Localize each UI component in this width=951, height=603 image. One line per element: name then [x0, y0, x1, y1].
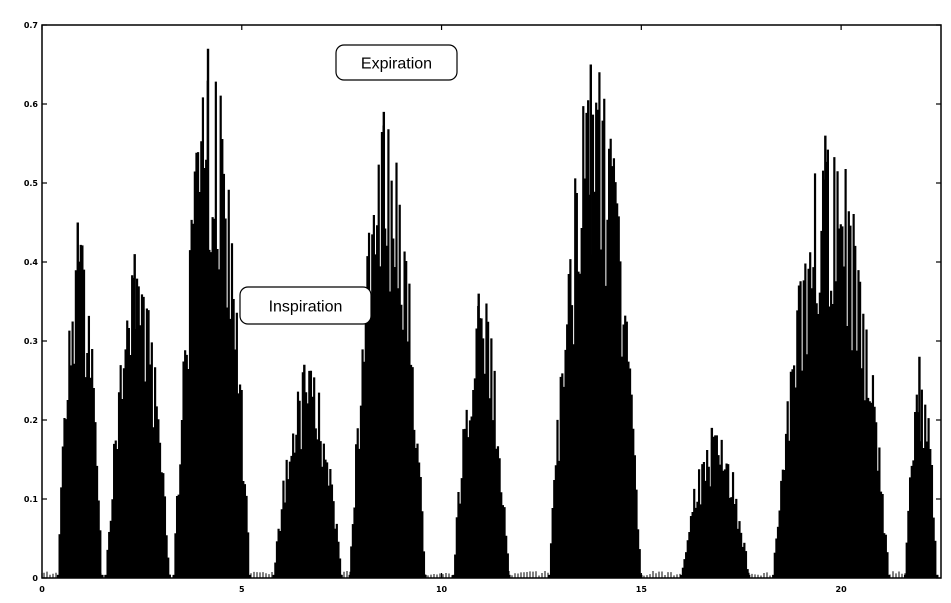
burst-8: [680, 427, 751, 578]
y-tick-label: 0.5: [24, 179, 39, 188]
y-tick-label: 0.7: [24, 21, 38, 30]
burst-6: [452, 293, 511, 578]
burst-10: [903, 356, 939, 578]
annotation-inspiration-box: [239, 286, 372, 325]
amplitude-bars: [43, 48, 939, 578]
annotation-inspiration-text: Inspiration: [269, 299, 343, 316]
burst-5: [348, 111, 427, 578]
annotation-expiration: Expiration: [335, 44, 458, 81]
x-tick-label: 15: [636, 585, 648, 594]
burst-3: [172, 48, 251, 578]
axis-ticks: 0 5 10 15 20 0 0.1 0.2 0.3 0.4 0.5 0.6 0.7: [24, 21, 941, 594]
y-tick-label: 0: [32, 574, 38, 583]
y-tick-label: 0.2: [24, 416, 38, 425]
annotation-inspiration: Inspiration: [239, 286, 372, 325]
burst-4: [272, 364, 343, 578]
plot-frame: [41, 24, 942, 579]
y-tick-label: 0.4: [24, 258, 39, 267]
annotation-expiration-box: [335, 44, 458, 81]
burst-1: [56, 222, 104, 578]
x-tick-label: 20: [836, 585, 848, 594]
y-tick-label: 0.3: [24, 337, 38, 346]
burst-7: [548, 64, 643, 578]
x-tick-label: 5: [239, 585, 245, 594]
x-tick-label: 10: [436, 585, 448, 594]
annotation-expiration-text: Expiration: [361, 56, 432, 73]
burst-2: [104, 254, 171, 578]
y-tick-label: 0.6: [24, 100, 39, 109]
x-tick-label: 0: [39, 585, 45, 594]
y-tick-label: 0.1: [24, 495, 39, 504]
burst-9: [772, 135, 891, 578]
